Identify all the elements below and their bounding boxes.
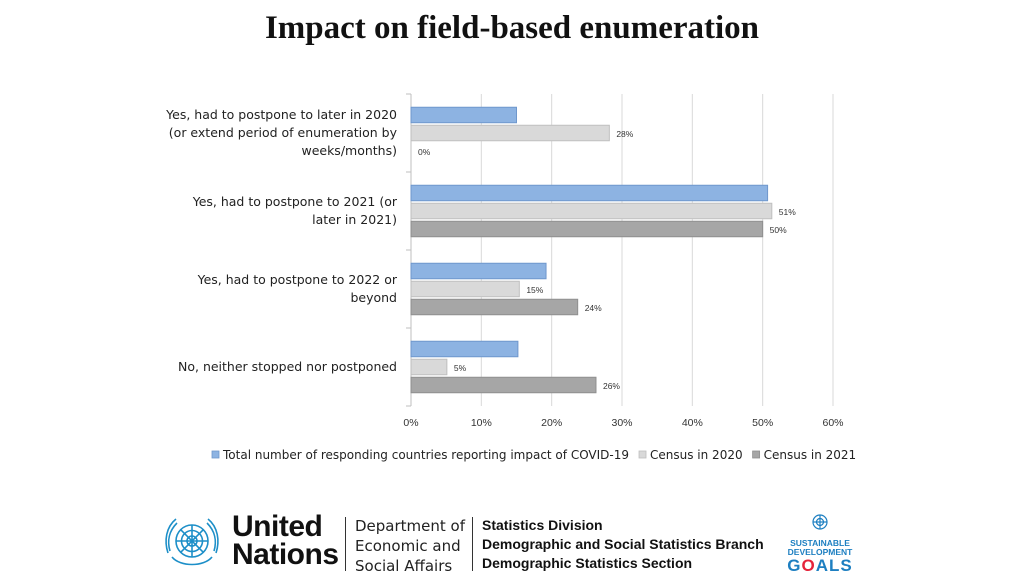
bar xyxy=(410,280,520,298)
division-line: Statistics Division xyxy=(482,517,603,533)
sdg-goals: GOALS xyxy=(784,557,856,575)
page-title: Impact on field-based enumeration xyxy=(264,10,760,46)
category-label: Yes, had to postpone to 2021 (or later in… xyxy=(192,194,398,227)
desa-name: Department of Economic and Social Affair… xyxy=(355,516,465,576)
sdg-goals-part: G xyxy=(787,556,802,575)
bar xyxy=(410,376,597,394)
sdg-text: SUSTAINABLE DEVELOPMENT xyxy=(784,539,856,557)
bar-chart: 0% 10% 20% 30% 40% 50% 60% Yes, had to postpone… xyxy=(165,93,857,462)
x-tick-label: 50% xyxy=(752,417,773,429)
category-label: Yes, had to postpone to 2022 or beyond xyxy=(197,272,398,305)
sdg-goals-part: ALS xyxy=(815,556,853,575)
legend-label: Total number of responding countries rep… xyxy=(222,448,629,462)
desa-line: Department of xyxy=(355,517,465,535)
un-emblem-icon xyxy=(165,518,219,566)
footer: United Nations Department of Economic an… xyxy=(0,505,1024,576)
data-label: 28% xyxy=(616,129,633,139)
sdg-text-line: DEVELOPMENT xyxy=(787,547,853,557)
legend-swatch xyxy=(638,450,647,459)
x-tick-label: 20% xyxy=(541,417,562,429)
data-label: 0% xyxy=(418,147,431,157)
divider xyxy=(472,517,473,571)
x-tick-label: 10% xyxy=(471,417,492,429)
bar xyxy=(410,262,547,280)
x-tick-label: 0% xyxy=(403,417,418,429)
data-label: 24% xyxy=(585,303,602,313)
bar xyxy=(410,106,517,124)
division-line: Demographic Statistics Section xyxy=(482,555,693,571)
division-line: Demographic and Social Statistics Branch xyxy=(482,536,764,552)
data-label: 50% xyxy=(770,225,787,235)
data-label: 5% xyxy=(454,363,467,373)
category-label: Yes, had to postpone to later in 2020 (or… xyxy=(165,107,397,158)
bar xyxy=(410,340,519,358)
x-tick-label: 60% xyxy=(822,417,843,429)
bar xyxy=(410,220,764,238)
bar xyxy=(410,124,610,142)
desa-line: Economic and xyxy=(355,537,461,555)
legend-label: Census in 2020 xyxy=(650,448,743,462)
sdg-logo: SUSTAINABLE DEVELOPMENT GOALS xyxy=(784,511,856,575)
un-name: United Nations xyxy=(232,510,339,571)
divider xyxy=(345,517,346,571)
legend-swatch xyxy=(211,450,220,459)
legend-swatch xyxy=(752,450,761,459)
x-tick-label: 40% xyxy=(682,417,703,429)
sdg-text-line: SUSTAINABLE xyxy=(790,538,850,548)
un-name-line: United xyxy=(232,510,323,543)
sdg-goals-wheel: O xyxy=(801,556,816,575)
bar xyxy=(410,358,448,376)
un-small-emblem-icon xyxy=(812,514,828,530)
x-tick-label: 30% xyxy=(611,417,632,429)
desa-line: Social Affairs xyxy=(355,557,453,575)
division-name: Statistics Division Demographic and Soci… xyxy=(482,516,764,573)
data-label: 51% xyxy=(779,207,796,217)
bar xyxy=(410,184,769,202)
data-label: 15% xyxy=(526,285,543,295)
bar xyxy=(410,202,773,220)
un-name-line: Nations xyxy=(232,538,339,571)
data-label: 26% xyxy=(603,381,620,391)
category-label: No, neither stopped nor postponed xyxy=(178,359,397,374)
bar xyxy=(410,298,579,316)
legend-label: Census in 2021 xyxy=(764,448,857,462)
